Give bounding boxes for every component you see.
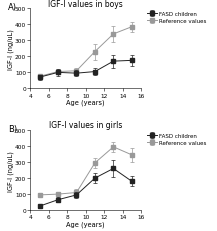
- Title: IGF-I values in boys: IGF-I values in boys: [48, 0, 123, 9]
- Legend: FASD children, Reference values: FASD children, Reference values: [147, 12, 206, 24]
- Text: B): B): [8, 124, 17, 133]
- Y-axis label: IGF-I (ng/uL): IGF-I (ng/uL): [7, 29, 14, 70]
- X-axis label: Age (years): Age (years): [66, 100, 105, 106]
- Title: IGF-I values in girls: IGF-I values in girls: [49, 121, 122, 130]
- Text: A): A): [8, 3, 17, 12]
- X-axis label: Age (years): Age (years): [66, 221, 105, 227]
- Legend: FASD children, Reference values: FASD children, Reference values: [147, 133, 206, 145]
- Y-axis label: IGF-I (ng/uL): IGF-I (ng/uL): [7, 150, 14, 191]
